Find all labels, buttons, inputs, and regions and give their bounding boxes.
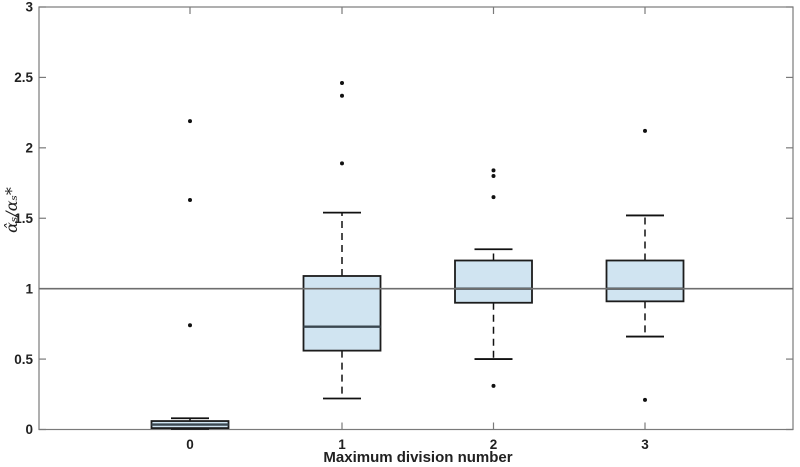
outlier-point [188, 197, 192, 202]
y-tick-label: 0 [25, 422, 33, 437]
outlier-point [188, 119, 192, 124]
outlier-point [643, 128, 647, 133]
box [454, 259, 533, 304]
plot-border [38, 6, 794, 431]
outlier-point [643, 397, 647, 402]
y-axis-label: α̂ₛ/αₛ* [2, 187, 21, 233]
x-tick-label: 1 [338, 437, 346, 452]
chart-layer: 0 0.5 1 1.5 2 2.5 3 0 1 2 3 [14, 0, 794, 452]
x-tick-label: 2 [490, 437, 498, 452]
y-tick-label: 2 [25, 141, 33, 156]
y-tick-label: 2.5 [14, 70, 33, 85]
y-tick-label: 1 [25, 281, 33, 296]
outlier-point [340, 93, 344, 98]
outlier-point [340, 81, 344, 86]
x-axis-label: Maximum division number [323, 449, 512, 466]
x-tick-label: 3 [641, 437, 649, 452]
outlier-point [188, 323, 192, 328]
y-tick-label: 3 [25, 0, 33, 15]
x-tick-label: 0 [186, 437, 194, 452]
outlier-point [491, 195, 496, 200]
y-tick-label: 0.5 [14, 352, 33, 367]
box [605, 259, 685, 303]
y-tick-label: 1.5 [14, 211, 33, 226]
outlier-point [491, 174, 496, 178]
outlier-point [491, 168, 496, 173]
outlier-point [491, 383, 496, 388]
outlier-point [340, 161, 344, 166]
box [302, 275, 382, 352]
